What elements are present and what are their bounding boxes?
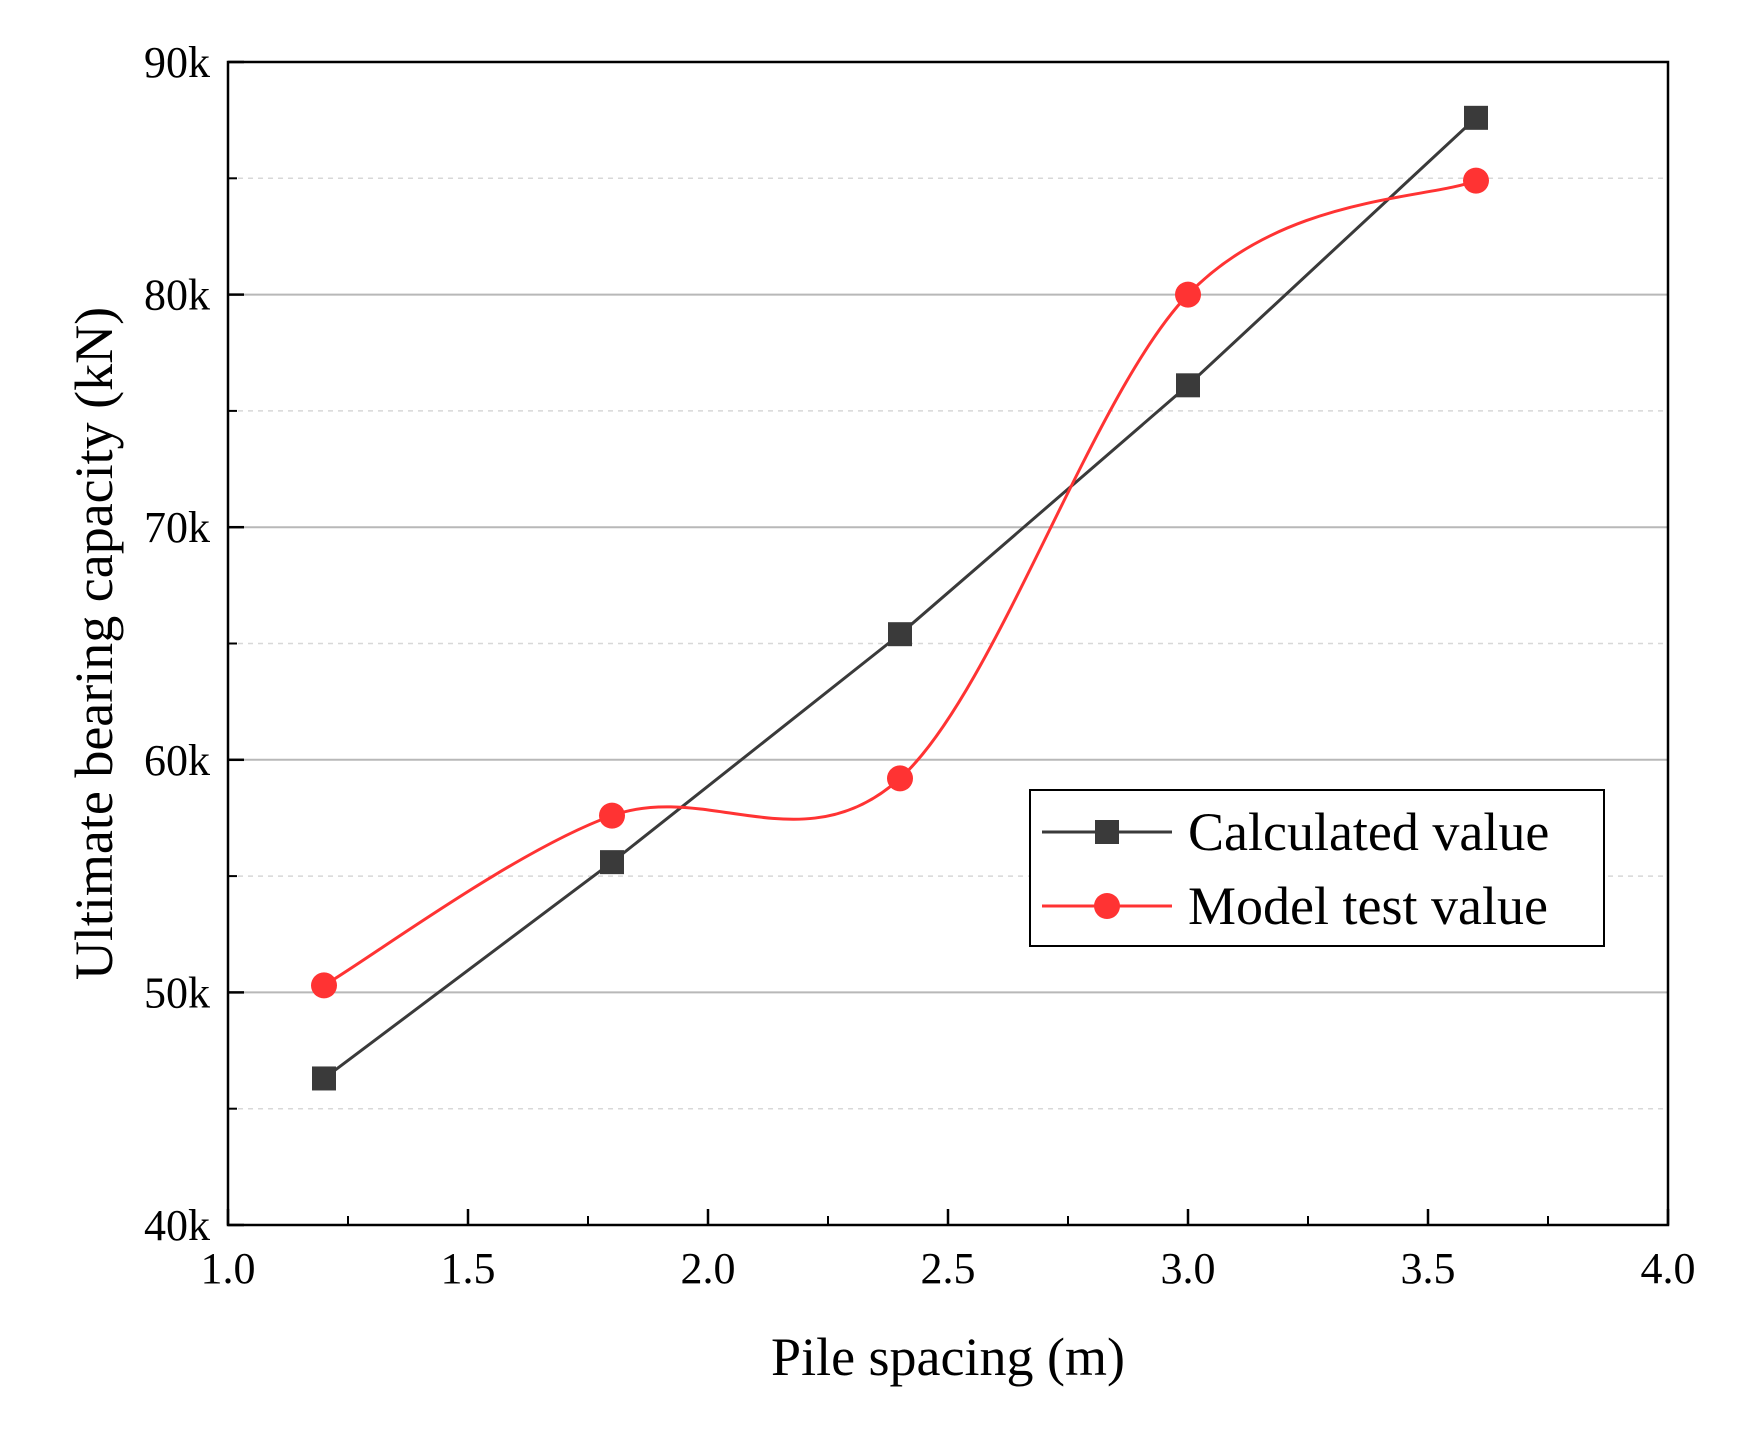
legend-box: [1029, 789, 1605, 947]
y-tick-label: 80k: [144, 271, 210, 320]
series-2-point: [1463, 167, 1489, 194]
series-1-point: [1464, 105, 1488, 130]
y-tick-label: 90k: [144, 38, 210, 87]
y-tick-label: 50k: [144, 968, 210, 1017]
y-tick-label: 70k: [144, 503, 210, 552]
legend-label: Calculated value: [1188, 802, 1549, 862]
x-tick-label: 4.0: [1641, 1244, 1696, 1293]
series-1-point: [312, 1066, 336, 1091]
x-tick-label: 2.0: [681, 1244, 736, 1293]
x-tick-label: 1.5: [441, 1244, 496, 1293]
legend-label: Model test value: [1188, 876, 1548, 936]
series-1-point: [888, 622, 912, 647]
x-tick-label: 3.5: [1401, 1244, 1456, 1293]
legend-marker: [1095, 820, 1119, 844]
ticks: 1.0 1.5 2.0 2.5 3.0 3.5 4.0 40k 50k 60k 70k 80k 90k: [144, 38, 1696, 1293]
series-2: [311, 167, 1489, 999]
y-tick-label: 40k: [144, 1201, 210, 1250]
series-layer: [311, 105, 1489, 1091]
series-1-point: [600, 850, 624, 875]
y-tick-label: 60k: [144, 736, 210, 785]
grid-lines: [228, 177, 1668, 1110]
legend: Calculated value Model test value: [1029, 789, 1605, 947]
x-tick-label: 2.5: [921, 1244, 976, 1293]
series-1: [312, 105, 1488, 1091]
series-2-point: [599, 802, 625, 829]
series-2-point: [1175, 281, 1201, 308]
legend-marker: [1094, 893, 1120, 919]
x-axis-title: Pile spacing (m): [771, 1327, 1125, 1387]
series-2-point: [311, 972, 337, 999]
series-2-point: [887, 765, 913, 792]
series-1-point: [1176, 373, 1200, 398]
x-tick-label: 3.0: [1161, 1244, 1216, 1293]
y-axis-title: Ultimate bearing capacity (kN): [64, 307, 124, 980]
x-tick-label: 1.0: [201, 1244, 256, 1293]
series-2-line: [323, 179, 1477, 987]
